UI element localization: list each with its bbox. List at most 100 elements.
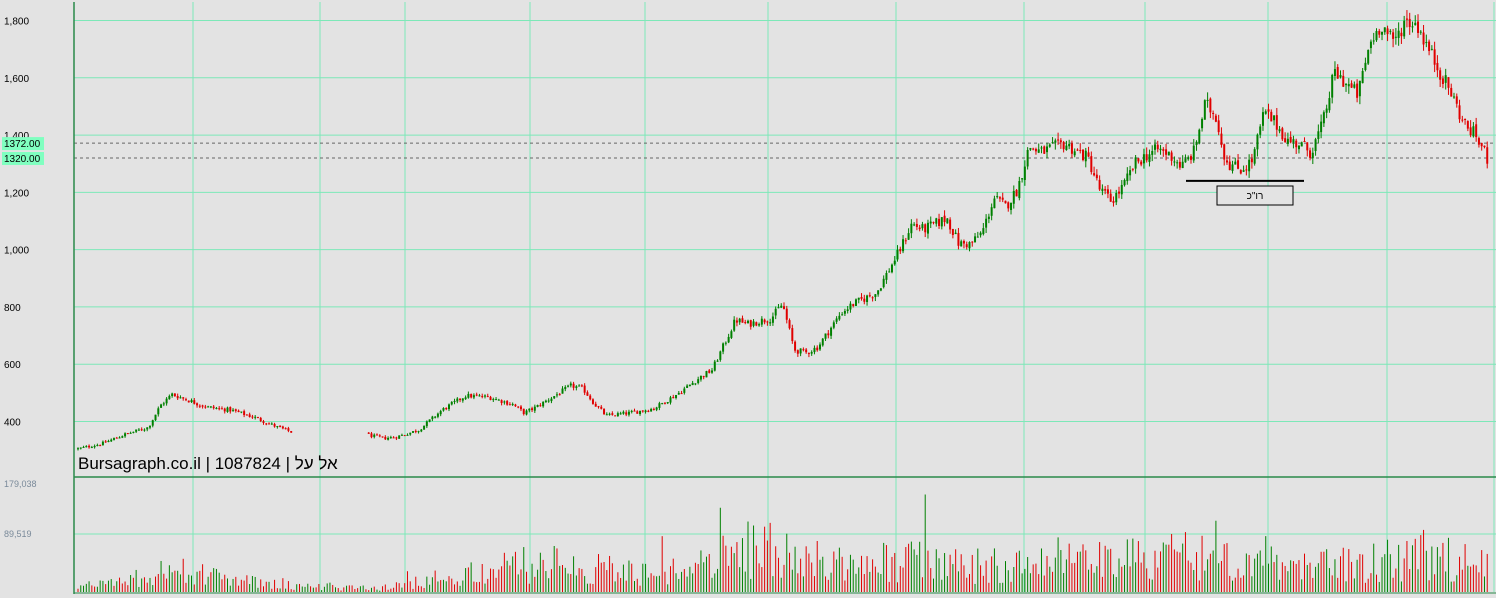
candle [564,385,567,392]
candle [464,395,467,400]
candle [1159,144,1162,155]
candle [976,231,979,238]
candle [569,381,572,388]
candle [755,321,758,327]
candle [1292,135,1295,149]
candle [636,410,639,414]
candle [663,402,666,405]
candle [1453,92,1456,99]
candle [1400,27,1403,44]
candle [165,397,168,406]
y-tick-label: 800 [4,303,21,314]
candle [1466,120,1469,132]
candle [434,415,437,419]
candle [447,403,450,412]
candle [220,406,223,410]
candle [591,398,594,405]
annotation-box [1216,185,1294,206]
candle [1217,114,1220,136]
candle [747,319,750,324]
candle [1082,149,1085,162]
candle [1411,21,1414,33]
candle [882,275,885,289]
candle [511,402,514,407]
grid-layer [73,2,1496,592]
candle [1187,155,1190,161]
candle [672,394,675,399]
candle [478,393,481,397]
candle [492,397,495,403]
candle [1137,158,1140,164]
candle [439,409,442,417]
candle [519,405,522,412]
candle [890,263,893,274]
candle [171,392,174,398]
candle [735,317,738,327]
candle [281,425,284,430]
candle [611,411,614,416]
candle [1284,132,1287,143]
candle [168,394,171,400]
candle [1214,113,1217,123]
candle [193,397,196,405]
candle [1195,140,1198,151]
candle [1046,142,1049,159]
candle [1010,202,1013,215]
candle [459,398,462,403]
candle [431,415,434,422]
candle [417,430,420,434]
candle [771,312,774,326]
candle [1225,155,1228,165]
candle [243,409,246,418]
candle [846,305,849,314]
candle [652,407,655,411]
candle [1239,169,1242,175]
candle [699,375,702,382]
candle [915,218,918,231]
candle [190,398,193,403]
candle [475,392,478,397]
candle [1040,145,1043,154]
candle [525,409,528,416]
candle [461,398,464,403]
candle [262,419,265,425]
candle [758,322,761,327]
candle [1212,110,1215,120]
candle [284,427,287,430]
candle [107,439,110,443]
candle [1364,57,1367,72]
candle [1101,184,1104,196]
candle [832,320,835,330]
candle [273,422,276,428]
candle [996,192,999,199]
candle [841,312,844,316]
candle [824,333,827,341]
candle [384,435,387,440]
candle [849,301,852,313]
candle [796,349,799,357]
candle [686,384,689,389]
candle [160,403,163,408]
candle [96,443,99,447]
candle [1093,166,1096,177]
candle [1309,147,1312,161]
candle [647,409,650,413]
candle [979,231,982,238]
candle [1178,158,1181,170]
candle [1104,186,1107,195]
candle [173,393,176,397]
candle [1372,32,1375,45]
candle [1209,97,1212,119]
candle [1303,137,1306,143]
candle [705,370,708,378]
candle [998,196,1001,202]
candle [536,404,539,408]
candle [805,347,808,354]
candle [182,397,185,401]
candle [500,399,503,406]
candle [1386,25,1389,42]
y-tick-label: 1,800 [4,17,29,28]
candle [234,408,237,413]
candle [658,401,661,411]
y-tick-label: 1,600 [4,74,29,85]
